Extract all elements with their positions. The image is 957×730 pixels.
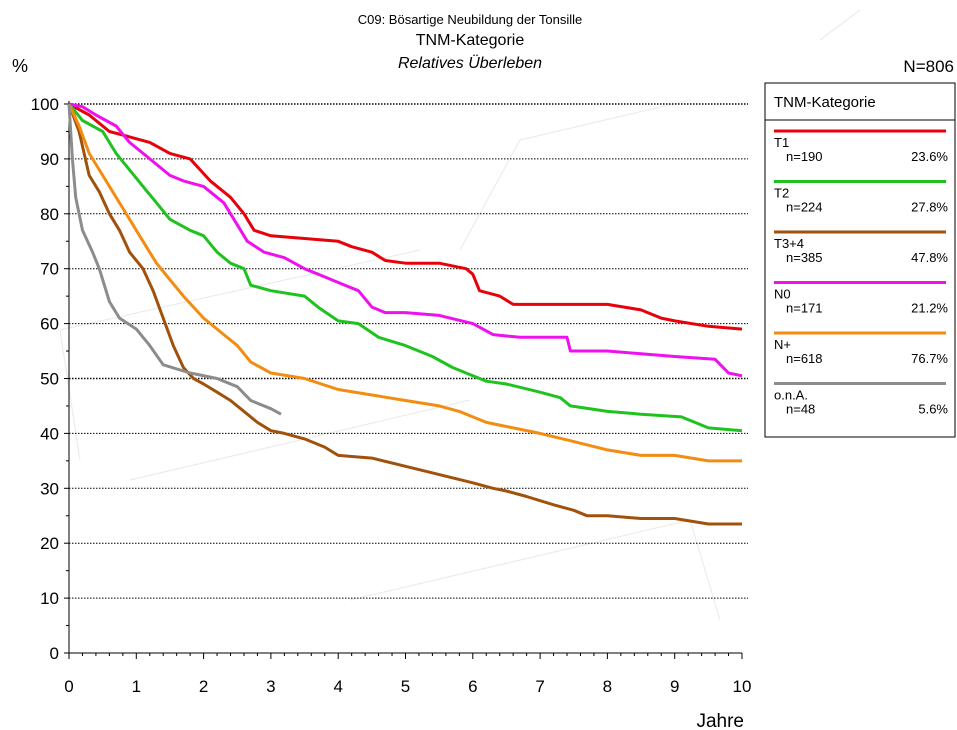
y-tick-label: 30 [40, 479, 59, 498]
x-tick-label: 3 [266, 677, 275, 696]
watermark-stroke [819, 9, 861, 41]
series-line-t3-4 [67, 103, 742, 526]
legend-entry-name: N0 [774, 287, 791, 302]
y-tick-label: 90 [40, 150, 59, 169]
legend-entry-pct: 47.8% [911, 250, 948, 265]
chart-subtitle: TNM-Kategorie [416, 32, 525, 49]
watermark-stroke [349, 519, 691, 601]
x-tick-label: 7 [535, 677, 544, 696]
y-tick-label: 40 [40, 424, 59, 443]
watermark-decoration [59, 9, 861, 621]
watermark-stroke [689, 519, 721, 621]
legend-entry-pct: 27.8% [911, 200, 948, 215]
n-total-label: N=806 [903, 57, 954, 76]
y-tick-label: 60 [40, 315, 59, 334]
legend-title: TNM-Kategorie [774, 94, 876, 111]
x-tick-label: 0 [64, 677, 73, 696]
series-line-t1 [68, 102, 743, 331]
legend-entry-name: T2 [774, 186, 789, 201]
y-axis-label: % [12, 56, 28, 76]
legend: TNM-Kategorie T1n=190 23.6% T2n=224 27.8% T3+… [764, 82, 956, 438]
x-tick-label: 5 [401, 677, 410, 696]
x-tick-label: 6 [468, 677, 477, 696]
x-tick-label: 10 [733, 677, 752, 696]
legend-entry-name: T1 [774, 135, 789, 150]
legend-entry-n: n=618 [786, 351, 823, 366]
watermark-stroke [129, 399, 471, 481]
series-line-o-n-a- [67, 103, 282, 416]
series-line-n0 [68, 102, 743, 378]
legend-entry-n: n=190 [786, 149, 823, 164]
legend-entry-pct: 21.2% [911, 301, 948, 316]
legend-entry-n: n=48 [786, 402, 815, 417]
watermark-stroke [59, 249, 421, 331]
x-tick-label: 1 [132, 677, 141, 696]
y-tick-label: 20 [40, 534, 59, 553]
legend-entry-name: N+ [774, 337, 791, 352]
legend-entry-name: o.n.A. [774, 388, 808, 403]
legend-box [764, 82, 956, 438]
chart-subtitle-2: Relatives Überleben [398, 54, 542, 72]
series-group [67, 102, 743, 526]
legend-entry-name: T3+4 [774, 236, 804, 251]
axes: 0 10 20 30 40 50 60 70 80 90 100 0 1 2 3 4 5 6 7 8 9 10 [31, 95, 752, 696]
chart-title: C09: Bösartige Neubildung der Tonsille [358, 12, 583, 27]
series-line-n- [67, 103, 742, 463]
y-tick-label: 100 [31, 95, 59, 114]
x-tick-label: 8 [603, 677, 612, 696]
x-tick-label: 9 [670, 677, 679, 696]
watermark-stroke [519, 99, 691, 141]
legend-entry-pct: 23.6% [911, 149, 948, 164]
y-tick-label: 70 [40, 260, 59, 279]
legend-entry-n: n=224 [786, 200, 823, 215]
x-tick-label: 2 [199, 677, 208, 696]
x-axis-label: Jahre [696, 711, 744, 730]
y-tick-label: 10 [40, 589, 59, 608]
series-line-t2 [67, 103, 743, 433]
y-tick-label: 80 [40, 205, 59, 224]
legend-entry-pct: 5.6% [918, 402, 948, 417]
y-tick-label: 50 [40, 370, 59, 389]
legend-entry-pct: 76.7% [911, 351, 948, 366]
legend-entry-n: n=171 [786, 301, 823, 316]
watermark-stroke [459, 139, 521, 251]
grid-lines [69, 103, 748, 599]
legend-entry-n: n=385 [786, 250, 823, 265]
y-tick-label: 0 [50, 644, 59, 663]
x-tick-label: 4 [333, 677, 342, 696]
watermark-stroke [59, 329, 81, 461]
